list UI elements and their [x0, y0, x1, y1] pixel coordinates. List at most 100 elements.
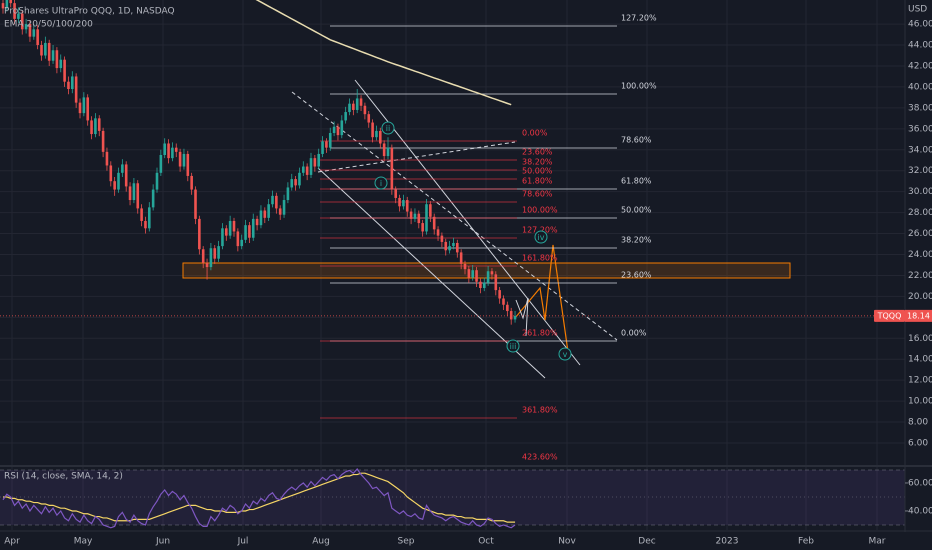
fib-label: 100.00%	[621, 82, 657, 91]
candle-body	[1, 3, 5, 9]
candle-body	[205, 262, 209, 268]
candle-body	[494, 274, 498, 291]
candle-body	[82, 97, 86, 114]
candle-body	[379, 130, 382, 144]
y-tick-label: 24.00	[908, 250, 932, 260]
candle-body	[375, 130, 378, 138]
wave-label: iv	[538, 233, 545, 242]
candle-body	[390, 147, 394, 190]
x-tick-label: Mar	[869, 537, 886, 547]
candle-body	[275, 195, 278, 209]
y-tick-label: 38.00	[908, 103, 932, 113]
candle-body	[332, 126, 336, 134]
rsi-band	[0, 470, 905, 525]
candle-body	[182, 153, 186, 167]
candle-body	[228, 220, 232, 236]
axis-unit: USD	[908, 5, 927, 15]
candle-body	[367, 114, 371, 123]
candle-body	[117, 172, 120, 190]
candle-body	[509, 311, 513, 320]
y-tick-label: 22.00	[908, 271, 932, 281]
candle-body	[398, 197, 401, 207]
symbol-tag	[874, 309, 905, 322]
trend-line	[317, 141, 516, 173]
fib-label: 361.80%	[522, 406, 558, 415]
x-tick-label: Oct	[478, 537, 494, 547]
y-tick-label: 36.00	[908, 124, 932, 134]
projection-path	[514, 244, 569, 353]
candle-body	[359, 98, 363, 106]
candle-body	[9, 0, 12, 4]
candle-body	[255, 218, 259, 226]
y-tick-label: 8.00	[908, 418, 928, 428]
candle-body	[498, 290, 501, 299]
fib-label: 61.80%	[522, 177, 553, 186]
candle-body	[178, 151, 182, 167]
candle-body	[97, 118, 101, 131]
candle-body	[394, 189, 397, 198]
candle-body	[267, 204, 270, 218]
candle-body	[344, 112, 347, 121]
candle-body	[425, 204, 428, 232]
candle-body	[36, 29, 39, 46]
candle-body	[63, 59, 66, 82]
candle-body	[502, 298, 505, 305]
y-tick-label: 12.00	[908, 376, 932, 386]
candle-body	[305, 166, 309, 175]
candle-body	[325, 141, 328, 148]
fib-label: 78.60%	[522, 190, 553, 199]
wave-label: i	[380, 179, 382, 188]
fib-label: 423.60%	[522, 453, 558, 462]
candle-body	[32, 29, 36, 37]
y-tick-label: 40.00	[908, 82, 932, 92]
fib-label: 161.80%	[522, 254, 558, 263]
candle-body	[317, 153, 320, 167]
price-tag	[905, 309, 932, 322]
candle-body	[251, 218, 255, 238]
indicator-label: EMA 20/50/100/200	[4, 20, 93, 30]
rsi-line	[2, 468, 516, 529]
candle-body	[13, 3, 16, 19]
candle-body	[448, 246, 451, 251]
x-tick-label: 2023	[716, 537, 739, 547]
candle-body	[352, 103, 355, 110]
candle-body	[140, 208, 143, 221]
candle-body	[298, 172, 301, 186]
candle-body	[471, 270, 474, 278]
candle-body	[128, 186, 132, 201]
fib-label: 50.00%	[621, 206, 652, 215]
candle-body	[259, 210, 263, 226]
candle-body	[174, 147, 178, 152]
y-tick-label: 10.00	[908, 397, 932, 407]
y-tick-label: 34.00	[908, 145, 932, 155]
support-zone	[182, 262, 791, 279]
candle-body	[363, 105, 367, 115]
candle-body	[24, 24, 28, 30]
y-tick-label: 42.00	[908, 61, 932, 71]
candle-body	[101, 130, 105, 152]
rsi-tick-label: 40.00	[908, 506, 932, 516]
candle-body	[405, 200, 409, 212]
y-tick-label: 6.00	[908, 439, 928, 449]
candle-body	[286, 187, 290, 201]
candle-body	[409, 211, 413, 219]
fib-label: 261.80%	[522, 329, 558, 338]
candle-body	[74, 76, 78, 103]
candle-body	[506, 304, 509, 312]
x-tick-label: Jul	[237, 537, 249, 547]
symbol-label: TQQQ	[877, 311, 902, 320]
candle-body	[232, 220, 236, 232]
y-tick-label: 26.00	[908, 229, 932, 239]
candle-body	[340, 120, 344, 136]
candle-body	[40, 45, 43, 56]
candle-body	[86, 97, 89, 121]
candle-body	[221, 228, 224, 247]
fib-label: 127.20%	[522, 226, 558, 235]
wave-circle	[381, 121, 395, 135]
candle-body	[513, 315, 517, 320]
wave-circle	[558, 347, 572, 361]
candle-body	[151, 189, 155, 208]
candle-body	[313, 158, 317, 167]
rsi-tick-label: 60.00	[908, 478, 932, 488]
candle-body	[163, 143, 166, 155]
